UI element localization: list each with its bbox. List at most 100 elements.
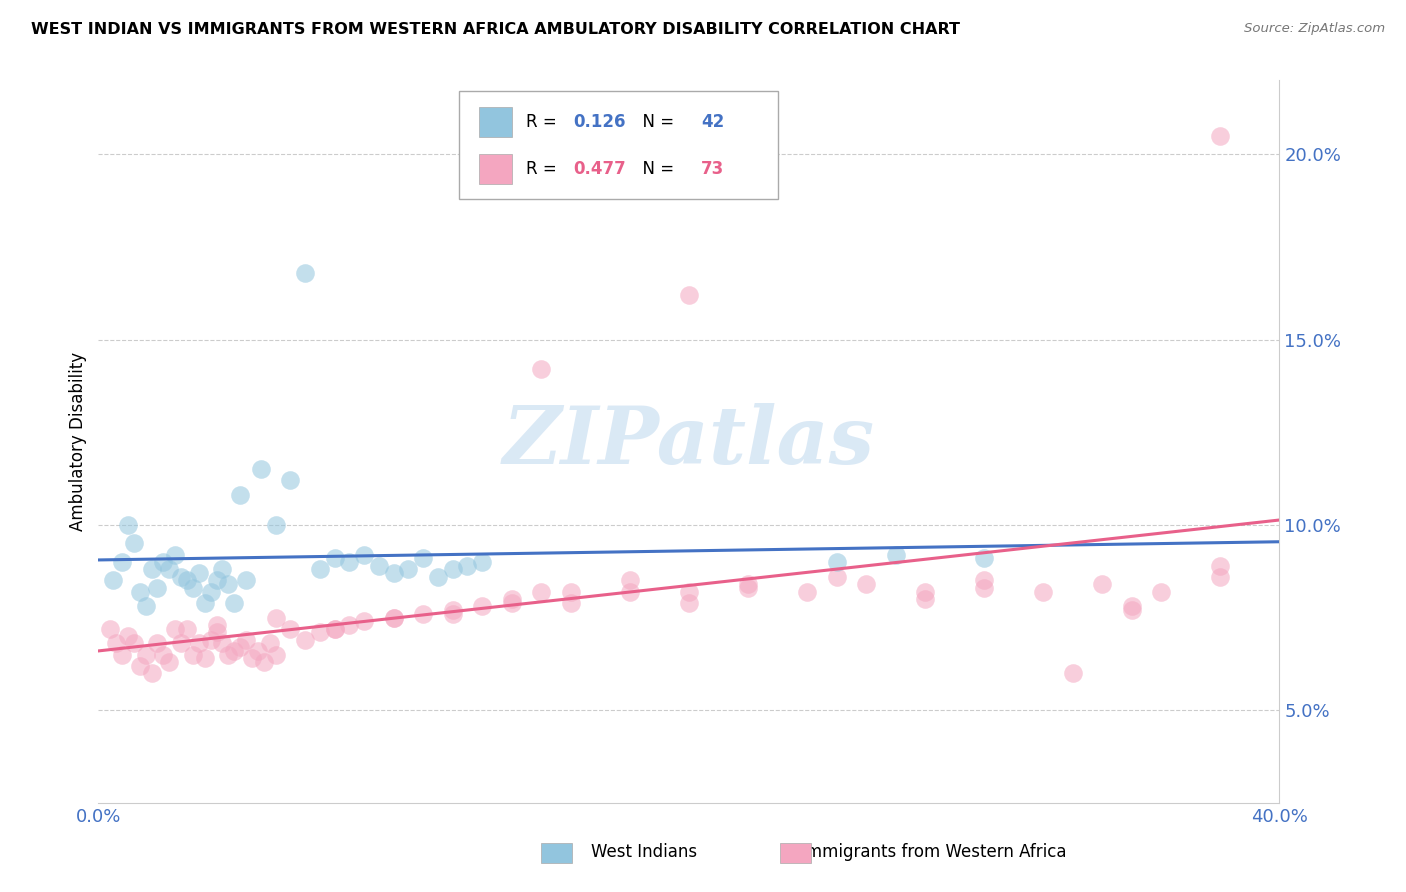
Point bbox=[117, 517, 139, 532]
Point bbox=[294, 632, 316, 647]
Point bbox=[105, 636, 128, 650]
Point bbox=[135, 599, 157, 614]
Point bbox=[368, 558, 391, 573]
Point bbox=[1150, 584, 1173, 599]
Point bbox=[103, 574, 125, 588]
Text: ZIPatlas: ZIPatlas bbox=[503, 403, 875, 480]
Point bbox=[323, 622, 346, 636]
Text: 0.126: 0.126 bbox=[574, 113, 626, 131]
Point bbox=[205, 574, 228, 588]
Point bbox=[796, 584, 818, 599]
Point bbox=[111, 555, 134, 569]
Point bbox=[98, 622, 121, 636]
Point bbox=[246, 644, 269, 658]
Point bbox=[264, 517, 287, 532]
Point bbox=[181, 648, 204, 662]
Point bbox=[678, 596, 700, 610]
Point bbox=[211, 636, 233, 650]
Point bbox=[398, 562, 420, 576]
Point bbox=[194, 651, 217, 665]
Point bbox=[224, 644, 246, 658]
Point bbox=[170, 636, 193, 650]
Point bbox=[825, 555, 848, 569]
Point bbox=[122, 636, 145, 650]
Point bbox=[457, 558, 479, 573]
Point bbox=[619, 574, 641, 588]
Point bbox=[235, 574, 257, 588]
Text: 42: 42 bbox=[700, 113, 724, 131]
FancyBboxPatch shape bbox=[478, 107, 512, 137]
FancyBboxPatch shape bbox=[458, 91, 778, 200]
Point bbox=[1209, 570, 1232, 584]
Point bbox=[264, 610, 287, 624]
Point bbox=[229, 488, 252, 502]
Text: West Indians: West Indians bbox=[591, 843, 696, 861]
Point bbox=[146, 581, 169, 595]
Point bbox=[152, 555, 174, 569]
Y-axis label: Ambulatory Disability: Ambulatory Disability bbox=[69, 352, 87, 531]
Point bbox=[224, 596, 246, 610]
Point bbox=[339, 555, 361, 569]
Point bbox=[884, 548, 907, 562]
Point bbox=[323, 551, 346, 566]
Point bbox=[501, 596, 523, 610]
Point bbox=[323, 622, 346, 636]
Point bbox=[1032, 584, 1054, 599]
Point bbox=[501, 592, 523, 607]
Point bbox=[737, 581, 759, 595]
Point bbox=[229, 640, 252, 655]
Point bbox=[471, 599, 494, 614]
Point bbox=[111, 648, 134, 662]
Point bbox=[217, 648, 239, 662]
Point bbox=[530, 362, 553, 376]
Point bbox=[253, 655, 276, 669]
Point bbox=[412, 607, 434, 621]
Point bbox=[205, 618, 228, 632]
Point bbox=[200, 632, 222, 647]
Point bbox=[152, 648, 174, 662]
Point bbox=[157, 562, 180, 576]
Point bbox=[280, 622, 302, 636]
Text: R =: R = bbox=[526, 113, 562, 131]
Point bbox=[157, 655, 180, 669]
Point bbox=[181, 581, 204, 595]
Point bbox=[141, 666, 163, 681]
Point bbox=[1062, 666, 1084, 681]
Point bbox=[135, 648, 157, 662]
Point bbox=[294, 266, 316, 280]
Point bbox=[187, 566, 209, 580]
Point bbox=[264, 648, 287, 662]
Point bbox=[678, 288, 700, 302]
Point bbox=[339, 618, 361, 632]
Point bbox=[973, 574, 995, 588]
Text: 0.477: 0.477 bbox=[574, 161, 626, 178]
Text: 73: 73 bbox=[700, 161, 724, 178]
Point bbox=[165, 622, 187, 636]
Text: N =: N = bbox=[633, 161, 679, 178]
Point bbox=[141, 562, 163, 576]
Point bbox=[737, 577, 759, 591]
Point bbox=[914, 592, 936, 607]
Point bbox=[427, 570, 450, 584]
Point bbox=[382, 610, 405, 624]
Point bbox=[280, 474, 302, 488]
Point bbox=[205, 625, 228, 640]
Point bbox=[382, 566, 405, 580]
Point bbox=[194, 596, 217, 610]
Point bbox=[560, 584, 582, 599]
Point bbox=[235, 632, 257, 647]
Point bbox=[309, 625, 332, 640]
Point bbox=[855, 577, 877, 591]
Point bbox=[382, 610, 405, 624]
Point bbox=[1121, 603, 1143, 617]
Point bbox=[973, 581, 995, 595]
Point bbox=[973, 551, 995, 566]
Point bbox=[441, 607, 464, 621]
Text: Source: ZipAtlas.com: Source: ZipAtlas.com bbox=[1244, 22, 1385, 36]
Point bbox=[1091, 577, 1114, 591]
Point bbox=[117, 629, 139, 643]
Point bbox=[250, 462, 273, 476]
Text: Immigrants from Western Africa: Immigrants from Western Africa bbox=[801, 843, 1067, 861]
Point bbox=[211, 562, 233, 576]
Point bbox=[914, 584, 936, 599]
